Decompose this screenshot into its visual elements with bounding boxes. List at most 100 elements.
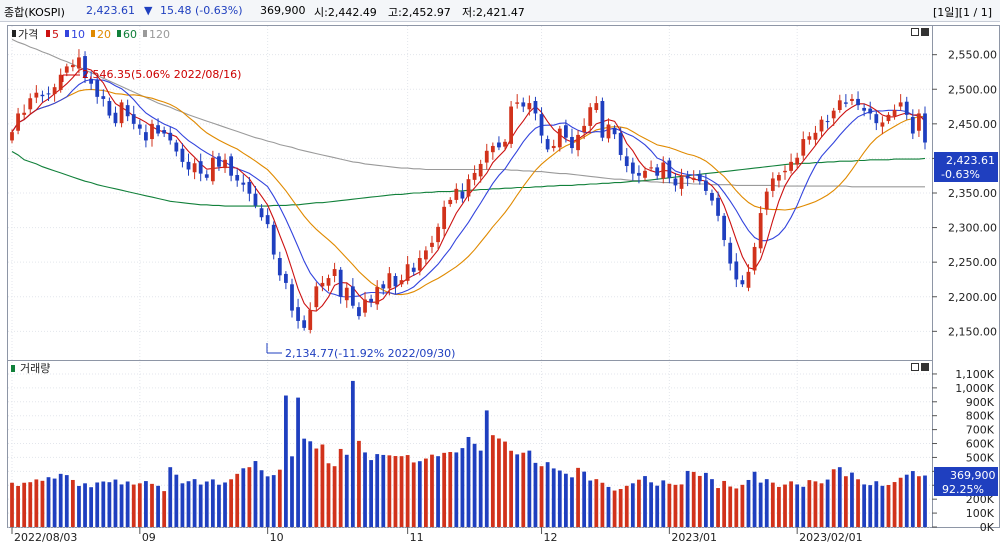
volume-bar (210, 479, 215, 527)
candle-body (917, 113, 921, 131)
volume-legend-marker (11, 365, 15, 372)
legend-marker (91, 30, 95, 37)
candle-body (856, 98, 860, 106)
volume-bar (563, 473, 568, 527)
volume-bar (813, 481, 818, 527)
candle-body (868, 108, 873, 114)
candle-body (624, 156, 629, 167)
candle-body (521, 102, 526, 107)
y-axis-area (932, 25, 1000, 528)
volume-bar (162, 491, 167, 527)
volume-bar (150, 483, 154, 527)
volume-bar (637, 479, 641, 527)
period-selector[interactable]: [1일][1 / 1] (933, 6, 992, 19)
volume-bar (497, 438, 501, 527)
candle-body (551, 145, 556, 149)
volume-axis-label: 1,000K (955, 382, 994, 395)
volume-bar (624, 485, 629, 527)
candle-body (910, 116, 915, 134)
candle-body (710, 193, 714, 201)
volume-bar (655, 485, 660, 527)
volume-bar (710, 479, 714, 527)
candle-body (436, 226, 440, 243)
candle-body (83, 56, 87, 78)
volume-bar (34, 479, 39, 527)
price-panel-maximize-button[interactable] (921, 28, 929, 36)
volume-bar (764, 479, 769, 527)
volume-bar (259, 470, 264, 527)
candle-body (338, 269, 343, 297)
volume-bar (527, 450, 532, 527)
volume-bar (277, 469, 282, 527)
volume-panel-maximize-button[interactable] (921, 363, 929, 371)
volume-bar (64, 475, 69, 527)
volume-bar (539, 466, 544, 527)
candle-body (728, 242, 733, 264)
time-label: 2023/02/01 (799, 531, 862, 544)
volume-bar (892, 482, 897, 527)
volume-bar (758, 482, 763, 527)
candle-body (405, 264, 410, 281)
volume-bar (296, 397, 300, 527)
candle-body (898, 102, 903, 107)
candle-body (271, 224, 276, 255)
volume-bar (874, 481, 879, 527)
volume-bar (271, 475, 276, 527)
candle-body (637, 172, 641, 176)
legend-marker (117, 30, 121, 37)
candle-body (253, 193, 258, 206)
candle-body (484, 150, 489, 163)
time-label: 10 (270, 531, 284, 544)
candle-body (156, 125, 160, 134)
candle-body (825, 121, 830, 123)
volume-bar (399, 456, 404, 527)
price-panel-restore-button[interactable] (911, 28, 919, 36)
volume-legend: 거래량 (20, 362, 50, 375)
candle-body (168, 132, 173, 141)
candle-body (137, 124, 142, 129)
volume-bar (302, 438, 307, 527)
volume-panel-restore-button[interactable] (911, 363, 919, 371)
volume-bar (247, 467, 252, 527)
candle-body (411, 267, 416, 272)
candle-body (667, 160, 672, 178)
price-axis-label: 2,150.00 (948, 325, 997, 338)
volume-bar (52, 478, 57, 527)
candle-body (539, 114, 544, 136)
candle-body (350, 286, 355, 306)
volume-bar (923, 475, 927, 527)
candle-body (892, 110, 897, 117)
volume-bar (557, 470, 562, 527)
volume-bar (673, 484, 678, 527)
volume-axis-label: 800K (966, 410, 995, 423)
candle-body (685, 175, 690, 179)
candle-body (22, 112, 27, 115)
volume-bar (436, 456, 440, 527)
candle-body (259, 208, 264, 218)
index-name: 종합(KOSPI) (4, 6, 65, 19)
volume-bar (369, 460, 374, 527)
volume-bar (192, 479, 197, 527)
volume-bar (862, 484, 867, 527)
candle-body (229, 156, 234, 176)
legend-label: 20 (97, 28, 111, 41)
candle-body (789, 161, 793, 171)
price-axis-label: 2,350.00 (948, 187, 997, 200)
volume-bar (789, 481, 793, 527)
candle-body (813, 132, 818, 140)
candle-body (777, 175, 781, 181)
candle-body (277, 258, 282, 276)
volume-bar (868, 485, 873, 527)
volume-bar (326, 463, 331, 527)
candle-body (95, 80, 100, 97)
candle-body (46, 93, 51, 95)
legend-marker (12, 30, 16, 37)
volume-bar (716, 488, 720, 527)
candle-body (594, 103, 599, 110)
volume-bar (338, 448, 343, 527)
high-annotation: 2,546.35(5.06% 2022/08/16) (62, 68, 241, 82)
candle-body (454, 188, 459, 200)
volume-bar (77, 485, 81, 527)
volume-bar (405, 455, 410, 527)
current-volume-tag: 369,900 92.25% (934, 467, 998, 496)
